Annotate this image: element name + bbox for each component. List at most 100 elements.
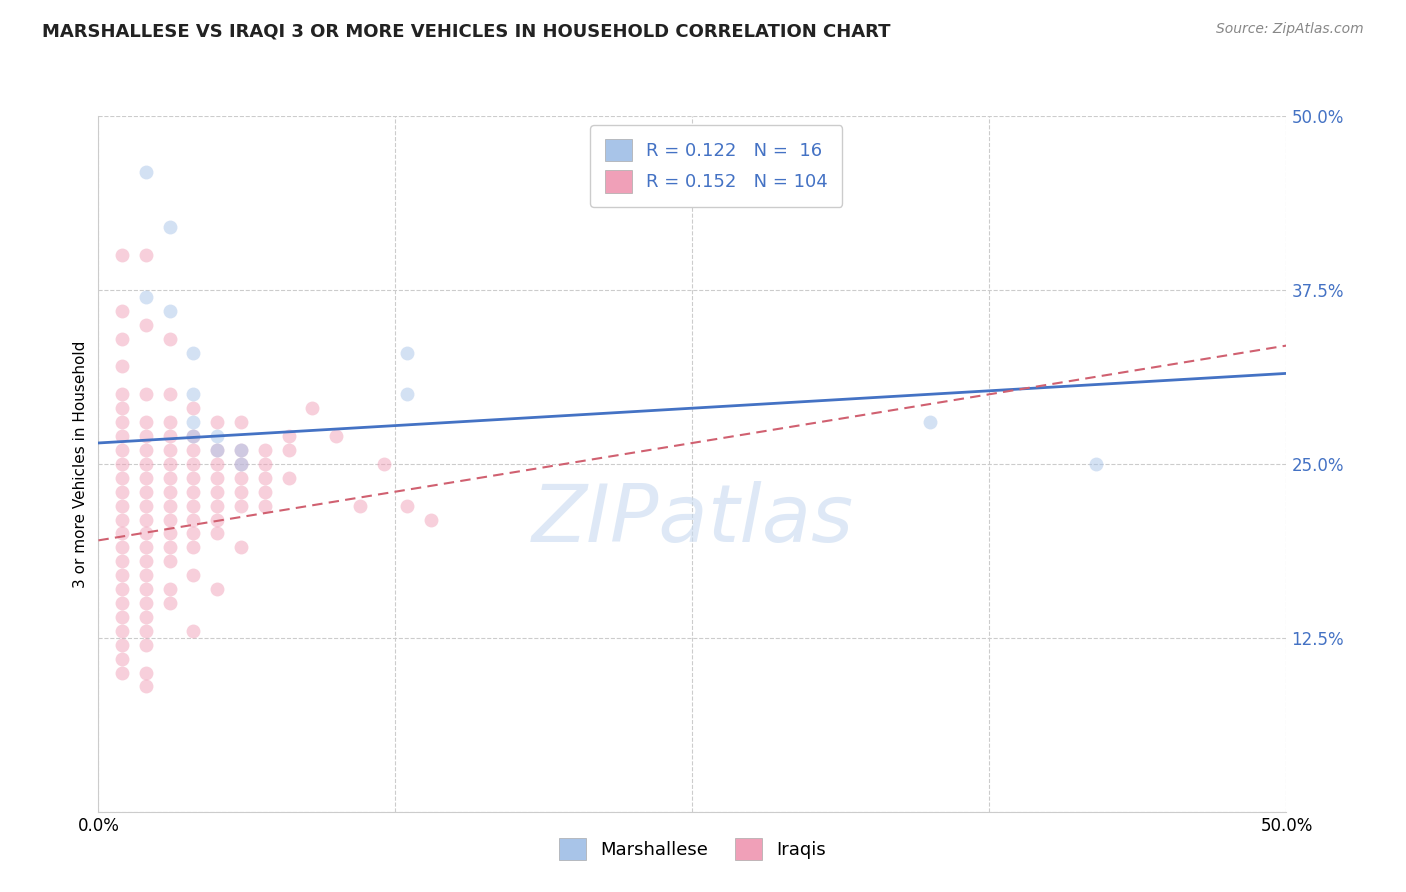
Point bbox=[183, 429, 205, 443]
Point bbox=[159, 554, 181, 568]
Point bbox=[135, 415, 157, 429]
Point bbox=[207, 457, 229, 471]
Point bbox=[229, 471, 252, 485]
Point bbox=[183, 415, 205, 429]
Point bbox=[135, 457, 157, 471]
Point bbox=[135, 541, 157, 555]
Point bbox=[135, 665, 157, 680]
Point bbox=[207, 442, 229, 457]
Point bbox=[135, 596, 157, 610]
Point bbox=[207, 499, 229, 513]
Point bbox=[277, 429, 299, 443]
Point bbox=[135, 164, 157, 178]
Point bbox=[229, 442, 252, 457]
Point bbox=[111, 303, 134, 318]
Point bbox=[135, 387, 157, 401]
Point bbox=[1085, 457, 1108, 471]
Point bbox=[135, 429, 157, 443]
Point bbox=[111, 651, 134, 665]
Point bbox=[111, 499, 134, 513]
Point bbox=[229, 457, 252, 471]
Point bbox=[135, 554, 157, 568]
Point bbox=[135, 638, 157, 652]
Point bbox=[207, 526, 229, 541]
Point bbox=[111, 610, 134, 624]
Point bbox=[111, 359, 134, 374]
Point bbox=[183, 624, 205, 638]
Point bbox=[207, 442, 229, 457]
Point bbox=[396, 345, 419, 359]
Point bbox=[159, 332, 181, 346]
Point bbox=[159, 526, 181, 541]
Point bbox=[111, 638, 134, 652]
Point bbox=[253, 499, 276, 513]
Point bbox=[159, 387, 181, 401]
Point bbox=[207, 471, 229, 485]
Point bbox=[396, 499, 419, 513]
Point bbox=[229, 442, 252, 457]
Point bbox=[207, 582, 229, 596]
Point bbox=[207, 415, 229, 429]
Point bbox=[135, 624, 157, 638]
Point bbox=[420, 512, 443, 526]
Point bbox=[159, 471, 181, 485]
Point bbox=[135, 318, 157, 332]
Point bbox=[253, 457, 276, 471]
Point bbox=[111, 512, 134, 526]
Text: ZIPatlas: ZIPatlas bbox=[531, 481, 853, 558]
Point bbox=[135, 512, 157, 526]
Point bbox=[135, 582, 157, 596]
Point bbox=[135, 610, 157, 624]
Point bbox=[111, 429, 134, 443]
Point bbox=[111, 554, 134, 568]
Point bbox=[111, 457, 134, 471]
Point bbox=[183, 387, 205, 401]
Point bbox=[111, 582, 134, 596]
Point bbox=[159, 415, 181, 429]
Point bbox=[111, 442, 134, 457]
Point bbox=[229, 415, 252, 429]
Point bbox=[373, 457, 395, 471]
Point bbox=[159, 429, 181, 443]
Point bbox=[135, 471, 157, 485]
Point bbox=[135, 499, 157, 513]
Point bbox=[135, 526, 157, 541]
Point bbox=[183, 512, 205, 526]
Point bbox=[183, 429, 205, 443]
Point bbox=[159, 303, 181, 318]
Point bbox=[277, 442, 299, 457]
Point bbox=[159, 442, 181, 457]
Point bbox=[159, 457, 181, 471]
Point bbox=[207, 484, 229, 499]
Point bbox=[111, 624, 134, 638]
Text: MARSHALLESE VS IRAQI 3 OR MORE VEHICLES IN HOUSEHOLD CORRELATION CHART: MARSHALLESE VS IRAQI 3 OR MORE VEHICLES … bbox=[42, 22, 890, 40]
Point bbox=[135, 568, 157, 582]
Point bbox=[135, 680, 157, 694]
Point bbox=[159, 596, 181, 610]
Legend: Marshallese, Iraqis: Marshallese, Iraqis bbox=[550, 829, 835, 869]
Point bbox=[301, 401, 323, 416]
Point bbox=[253, 484, 276, 499]
Point bbox=[135, 290, 157, 304]
Point bbox=[325, 429, 347, 443]
Point bbox=[111, 471, 134, 485]
Point bbox=[111, 248, 134, 262]
Point bbox=[135, 442, 157, 457]
Point bbox=[111, 541, 134, 555]
Point bbox=[111, 387, 134, 401]
Point bbox=[111, 665, 134, 680]
Point bbox=[207, 512, 229, 526]
Point bbox=[229, 484, 252, 499]
Point bbox=[253, 442, 276, 457]
Point bbox=[207, 429, 229, 443]
Point bbox=[111, 526, 134, 541]
Point bbox=[396, 387, 419, 401]
Point bbox=[159, 582, 181, 596]
Point bbox=[183, 442, 205, 457]
Point bbox=[229, 457, 252, 471]
Point bbox=[159, 484, 181, 499]
Point bbox=[183, 457, 205, 471]
Point bbox=[183, 541, 205, 555]
Text: Source: ZipAtlas.com: Source: ZipAtlas.com bbox=[1216, 22, 1364, 37]
Point bbox=[159, 512, 181, 526]
